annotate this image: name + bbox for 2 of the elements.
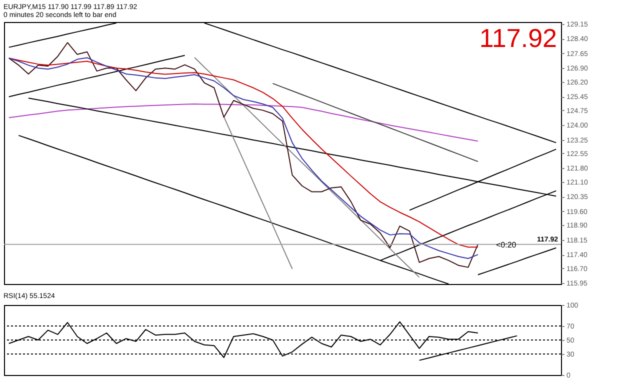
annotation: 117.92: [479, 23, 557, 53]
annotation: <0:20: [496, 240, 517, 250]
